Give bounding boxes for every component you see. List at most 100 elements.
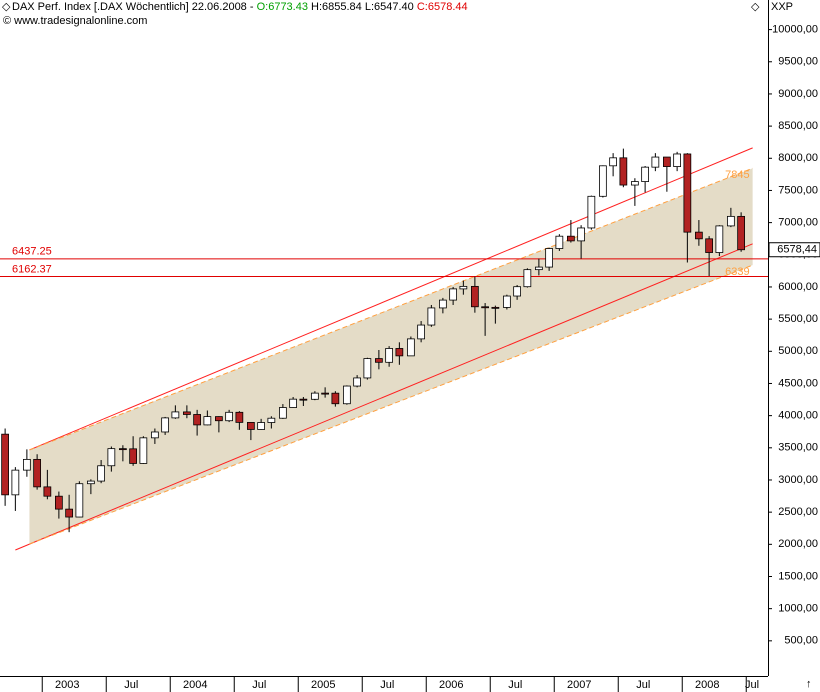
candle-body — [75, 483, 84, 518]
y-tick-label: 10000,00 — [772, 24, 818, 36]
candle-body — [535, 266, 543, 271]
horizontal-line-label: 6437.25 — [12, 246, 52, 258]
trend-line — [29, 264, 753, 545]
x-tick-label: Jul — [508, 679, 522, 691]
x-tick-label: Jul — [252, 679, 266, 691]
candle-body — [11, 469, 20, 496]
candle-body — [651, 156, 660, 168]
plot-area: 7845 6339 6437.25 6162.37 — [0, 147, 768, 551]
candle-body — [737, 215, 745, 251]
candle-body — [577, 227, 585, 242]
candle-body — [417, 324, 425, 340]
candle-body — [395, 348, 404, 357]
y-tick-label: 3000,00 — [778, 474, 818, 486]
candle-body — [65, 508, 73, 518]
y-tick-label: 1000,00 — [778, 603, 818, 615]
header-text: DAX Perf. Index [.DAX Wöchentlich] 22.06… — [12, 1, 468, 13]
candle-body — [459, 285, 468, 290]
axis-name: XXP — [771, 1, 793, 13]
candle-body — [183, 411, 191, 415]
candle-body — [449, 288, 457, 301]
candle-body — [363, 358, 372, 379]
candle-body — [225, 411, 233, 422]
candle-body — [567, 235, 575, 242]
candle-body — [555, 235, 564, 249]
y-tick-label: 3500,00 — [778, 442, 818, 454]
candle-body — [1, 433, 9, 496]
candle-body — [523, 269, 532, 288]
candle-body — [619, 157, 628, 186]
candle-body — [289, 398, 297, 408]
y-tick-label: 9500,00 — [778, 56, 818, 68]
x-tick-label: Jul — [636, 679, 650, 691]
candle-body — [151, 431, 159, 439]
y-tick-label: 1500,00 — [778, 570, 818, 582]
candle-body — [33, 458, 41, 488]
candle-body — [375, 358, 383, 363]
candle-body — [587, 195, 596, 229]
header-bar — [0, 0, 768, 14]
candle-body — [161, 417, 169, 433]
candle-body — [427, 307, 436, 326]
candle-body — [353, 377, 361, 387]
x-tick-label: Jul — [745, 679, 759, 691]
x-tick-label: 2004 — [183, 679, 207, 691]
candle-body — [609, 157, 617, 167]
candle-body — [599, 165, 607, 197]
x-tick-label: Jul — [380, 679, 394, 691]
candle-body — [247, 421, 255, 430]
candle-body — [705, 238, 713, 253]
candle-body — [23, 458, 31, 471]
y-tick-label: 2500,00 — [778, 506, 818, 518]
scroll-up[interactable]: ↑ — [806, 678, 812, 690]
candle-body — [407, 338, 415, 357]
last-price-box — [768, 242, 820, 258]
trend-line — [29, 147, 753, 451]
y-tick-label: 8500,00 — [778, 120, 818, 132]
candle-body — [87, 480, 95, 485]
candle-body — [673, 153, 681, 167]
candle-body — [139, 437, 148, 464]
y-tick-label: 7000,00 — [778, 217, 818, 229]
trend-line — [29, 167, 753, 451]
y-tick-label: 4000,00 — [778, 410, 818, 422]
y-tick-label: 2000,00 — [778, 538, 818, 550]
candle-body — [257, 422, 265, 430]
candle-body — [235, 411, 244, 423]
candle-body — [631, 181, 639, 186]
high: H:6855.84 — [311, 1, 362, 13]
y-tick-label: 500,00 — [784, 635, 818, 647]
candle-body — [279, 407, 287, 419]
candle-body — [129, 448, 137, 464]
candle-body — [193, 414, 201, 426]
candle-body — [715, 225, 724, 253]
candle-body — [331, 392, 340, 405]
x-tick-label: 2006 — [439, 679, 463, 691]
x-tick-label: 2007 — [567, 679, 591, 691]
candle-body — [503, 295, 511, 308]
candle-body — [641, 166, 649, 182]
last-price-label: 6578,44 — [777, 244, 817, 256]
close: C:6578.44 — [417, 1, 468, 13]
low: L:6547.40 — [365, 1, 414, 13]
header-icon: ◇ — [2, 1, 11, 13]
candle-body — [683, 153, 692, 233]
candle-body — [215, 416, 223, 422]
y-tick-label: 6000,00 — [778, 281, 818, 293]
candle-body — [491, 306, 500, 309]
candle-body — [513, 286, 521, 297]
x-tick-label: 2003 — [55, 679, 79, 691]
candle-body — [727, 215, 735, 227]
candle-body — [663, 156, 671, 167]
trend-label: 6339 — [725, 266, 749, 278]
open: O:6773.43 — [257, 1, 308, 13]
scroll-arrow[interactable]: ◇ — [751, 1, 760, 13]
candle-body — [55, 495, 63, 510]
x-tick-label: 2008 — [695, 679, 719, 691]
y-tick-label: 9000,00 — [778, 88, 818, 100]
y-tick-label: 7500,00 — [778, 184, 818, 196]
y-tick-label: 5500,00 — [778, 313, 818, 325]
candle-body — [471, 285, 479, 308]
